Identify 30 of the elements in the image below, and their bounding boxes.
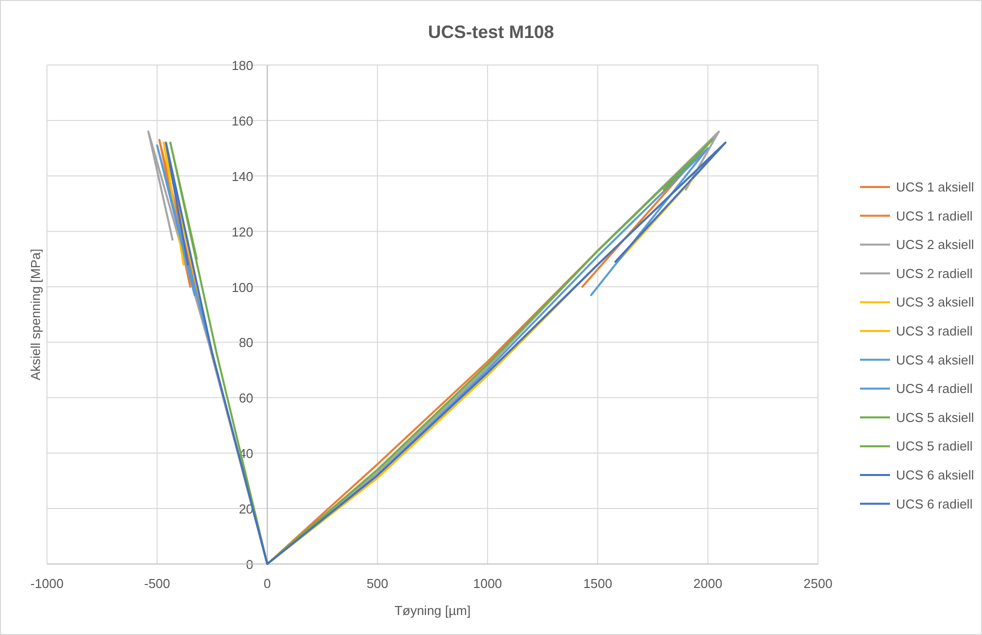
x-axis-title: Tøyning [µm] [394, 603, 471, 618]
legend-label: UCS 2 aksiell [896, 237, 974, 252]
legend-label: UCS 3 radiell [896, 324, 973, 338]
y-axis-title: Aksiell spenning [MPa] [28, 248, 43, 380]
y-tick-label: 140 [232, 168, 254, 184]
chart-title: UCS-test M108 [428, 22, 554, 42]
y-tick-label: 180 [232, 58, 254, 73]
y-tick-label: 120 [232, 224, 254, 240]
x-tick-label: 1000 [473, 576, 502, 591]
legend-label: UCS 5 aksiell [896, 410, 974, 425]
y-tick-label: 160 [232, 113, 254, 128]
legend-label: UCS 2 radiell [896, 266, 973, 281]
x-tick-label: 500 [366, 576, 388, 591]
legend-label: UCS 1 radiell [896, 208, 973, 224]
x-tick-label: -1000 [30, 576, 64, 591]
x-tick-label: 2000 [693, 576, 722, 591]
x-tick-label: 1500 [583, 576, 612, 591]
legend-label: UCS 6 aksiell [896, 468, 974, 482]
legend-label: UCS 4 radiell [896, 381, 973, 396]
y-tick-label: 100 [232, 280, 254, 295]
legend-label: UCS 4 aksiell [896, 352, 974, 368]
legend-label: UCS 1 aksiell [896, 180, 974, 194]
legend-label: UCS 5 radiell [896, 438, 973, 454]
x-tick-label: -500 [144, 576, 170, 591]
y-tick-label: 80 [238, 335, 254, 350]
legend-label: UCS 6 radiell [896, 496, 973, 512]
x-tick-label: 0 [264, 576, 271, 591]
y-tick-label: 60 [238, 390, 254, 406]
legend-label: UCS 3 aksiell [896, 294, 974, 310]
x-tick-label: 2500 [804, 576, 832, 591]
